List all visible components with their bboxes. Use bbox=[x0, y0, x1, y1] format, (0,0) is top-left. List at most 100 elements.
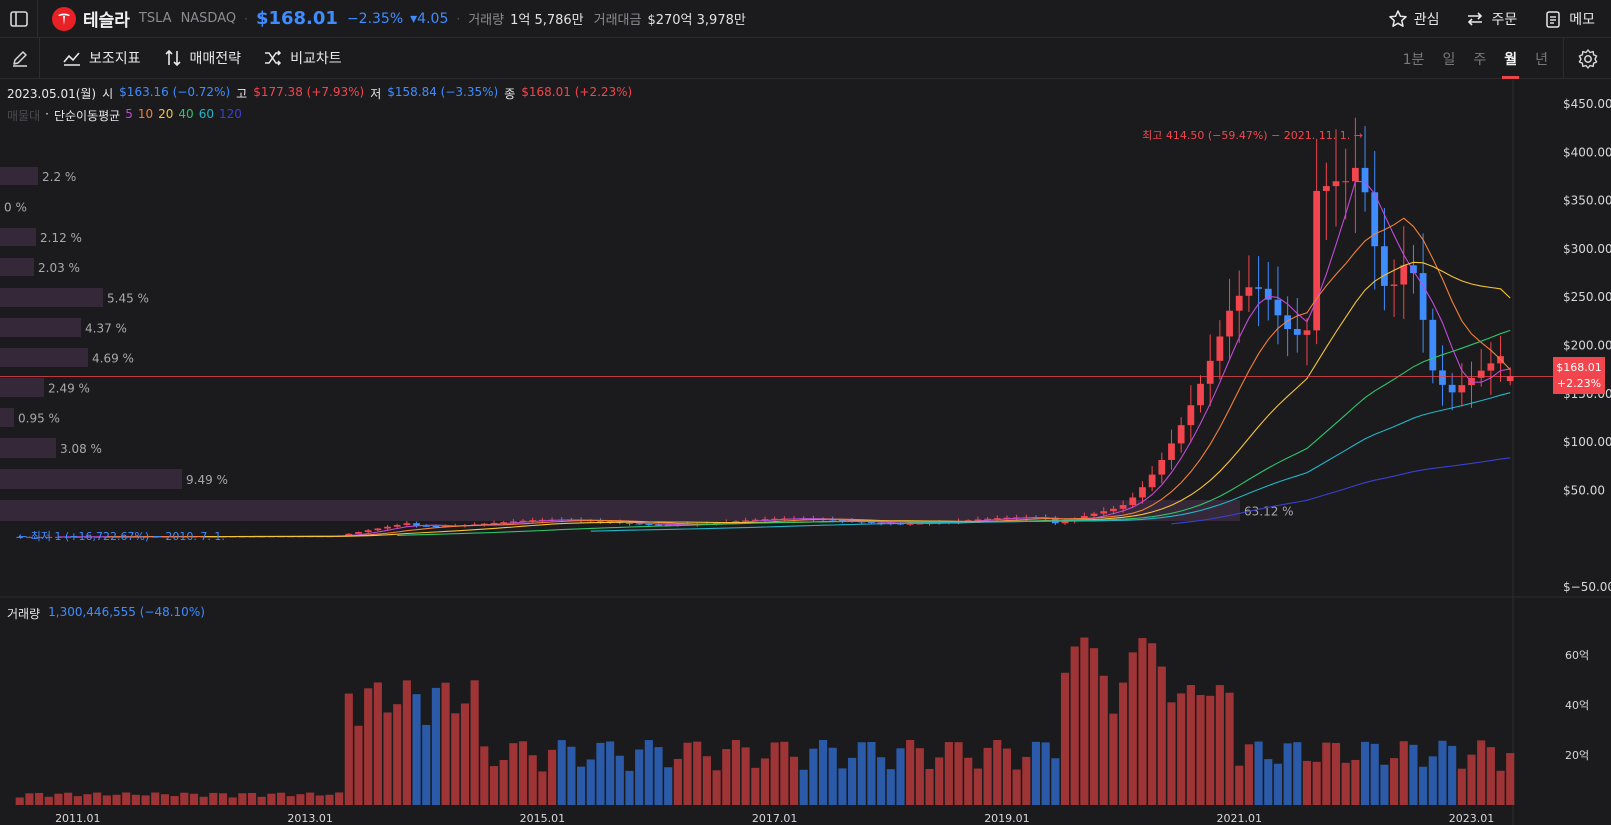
volume-bar bbox=[1273, 763, 1283, 805]
y-axis-tick-label: $250.00 bbox=[1563, 290, 1611, 304]
volume-bar bbox=[1341, 762, 1350, 805]
candle-body bbox=[1274, 299, 1282, 316]
y-axis-tick-label: $50.00 bbox=[1563, 483, 1605, 497]
candle-body bbox=[1322, 186, 1330, 191]
volume-bar bbox=[915, 748, 924, 805]
ma-legend-bullet: · bbox=[45, 107, 49, 121]
volume-bar bbox=[973, 768, 982, 805]
memo-button[interactable]: 메모 bbox=[1543, 9, 1595, 29]
volume-bar bbox=[170, 796, 179, 805]
candle-body bbox=[964, 520, 972, 522]
candle-body bbox=[16, 536, 24, 538]
volume-bar bbox=[1022, 756, 1031, 805]
volume-bar bbox=[857, 742, 866, 805]
volume-profile-bar bbox=[0, 408, 14, 427]
volume-bar bbox=[993, 740, 1002, 805]
tesla-logo-icon bbox=[52, 6, 76, 31]
candle-body bbox=[364, 530, 372, 533]
volume-bar bbox=[1419, 766, 1428, 805]
candle-body bbox=[1506, 376, 1514, 382]
candle-body bbox=[1177, 425, 1185, 444]
volume-bar bbox=[1322, 742, 1331, 805]
volume-bar bbox=[1196, 695, 1205, 805]
pencil-icon bbox=[12, 51, 27, 67]
volume-bar bbox=[441, 682, 450, 805]
volume-bar bbox=[160, 794, 169, 805]
watch-label: 관심 bbox=[1413, 12, 1440, 28]
volume-bar bbox=[1206, 695, 1215, 805]
volume-label: 거래량 bbox=[468, 13, 505, 28]
exchange-name: NASDAQ bbox=[180, 11, 237, 26]
volume-bar bbox=[1438, 740, 1447, 805]
volume-bar bbox=[383, 712, 392, 805]
volume-bar bbox=[615, 755, 624, 805]
candle-body bbox=[868, 522, 875, 524]
tab-period-minute[interactable]: 1분 bbox=[1402, 51, 1425, 68]
sidebar-icon bbox=[9, 10, 28, 27]
order-button[interactable]: 주문 bbox=[1465, 9, 1517, 29]
x-axis-tick-label: 2019.01 bbox=[984, 812, 1030, 825]
candle-body bbox=[1110, 508, 1117, 512]
draw-button[interactable] bbox=[0, 37, 40, 79]
price-tag-price: $168.01 bbox=[1556, 361, 1602, 374]
ma-title[interactable]: 단순이동평균 bbox=[53, 109, 121, 123]
volume-bar bbox=[325, 794, 334, 805]
candle-body bbox=[393, 524, 401, 527]
clipboard-icon bbox=[1546, 11, 1560, 28]
volume-bar bbox=[1128, 652, 1137, 805]
gear-icon bbox=[1578, 48, 1597, 69]
tab-period-year[interactable]: 년 bbox=[1535, 51, 1548, 68]
change-absolute: ▾4.05 bbox=[410, 10, 449, 27]
x-axis-tick-label: 2023.01 bbox=[1449, 812, 1495, 825]
volume-bar bbox=[44, 796, 53, 805]
ticker-symbol: TSLA bbox=[138, 11, 172, 26]
ma-period-20: 20 bbox=[158, 107, 174, 121]
watch-button[interactable]: 관심 bbox=[1388, 9, 1440, 29]
chart-settings-button[interactable] bbox=[1563, 38, 1611, 79]
candle-body bbox=[538, 519, 546, 521]
sidebar-toggle-button[interactable] bbox=[0, 0, 38, 38]
x-axis-tick-label: 2017.01 bbox=[752, 812, 798, 825]
tab-period-month[interactable]: 월 bbox=[1502, 38, 1519, 79]
volume-bar bbox=[141, 795, 150, 805]
candle-body bbox=[974, 519, 982, 521]
strategy-button[interactable]: 매매전략 bbox=[163, 48, 241, 68]
volume-bar bbox=[131, 794, 140, 805]
volume-bar bbox=[751, 767, 760, 805]
volume-bar bbox=[276, 792, 286, 805]
volume-bar bbox=[1448, 745, 1457, 805]
volume-bar bbox=[1186, 685, 1195, 805]
volume-bar bbox=[712, 770, 721, 805]
candle-body bbox=[1197, 383, 1204, 406]
volume-bar bbox=[238, 793, 247, 805]
volume-bar bbox=[925, 768, 934, 805]
compare-button[interactable]: 비교차트 bbox=[263, 48, 342, 68]
candle-body bbox=[529, 520, 537, 522]
candle-body bbox=[1371, 192, 1379, 247]
low-label: 저 bbox=[370, 87, 382, 101]
volume-profile-label[interactable]: 매물대 bbox=[7, 109, 41, 123]
tab-period-day[interactable]: 일 bbox=[1442, 51, 1456, 68]
memo-label: 메모 bbox=[1569, 12, 1595, 28]
volume-bar bbox=[547, 749, 557, 805]
all-time-low-annotation: ← 최저 1 (+16,722.67%) − 2010. 7. 1. bbox=[18, 530, 225, 543]
volume-profile-label: 5.45 % bbox=[107, 292, 149, 306]
candle-body bbox=[1226, 310, 1233, 337]
volume-bar bbox=[722, 749, 731, 805]
candle-body bbox=[713, 522, 720, 524]
volume-axis-tick-label: 20억 bbox=[1565, 749, 1589, 762]
volume-bar bbox=[1051, 758, 1060, 805]
candle-body bbox=[55, 536, 62, 538]
indicators-button[interactable]: 보조지표 bbox=[62, 48, 141, 68]
candle-body bbox=[742, 520, 750, 522]
volume-profile-bar bbox=[0, 348, 88, 367]
volume-bar bbox=[557, 740, 566, 805]
tab-period-week[interactable]: 주 bbox=[1473, 51, 1487, 68]
ohlc-legend: 2023.05.01(월) 시 $163.16 (−0.72%) 고 $177.… bbox=[7, 85, 632, 102]
volume-bar bbox=[54, 793, 63, 805]
volume-bar bbox=[25, 793, 34, 805]
candle-body bbox=[1477, 370, 1485, 378]
volume-bar bbox=[1138, 638, 1147, 805]
candle-body bbox=[1458, 385, 1466, 393]
